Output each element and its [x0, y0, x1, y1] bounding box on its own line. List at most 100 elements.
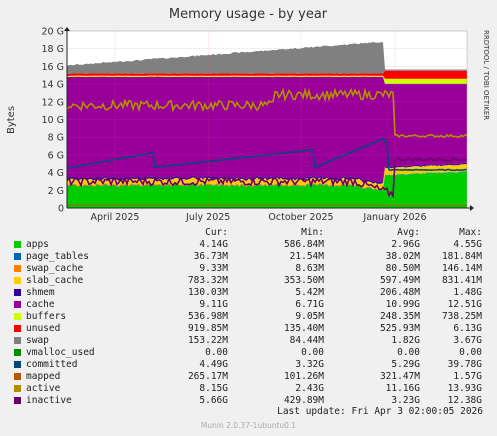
- legend-value-min: 8.63M: [295, 263, 324, 274]
- chart-title: Memory usage - by year: [169, 7, 328, 22]
- legend-row-unused: unused 919.85M 135.40M 525.93M 6.13G: [0, 323, 497, 335]
- legend-series-name: unused: [26, 323, 61, 334]
- y-tick-label: 10 G: [42, 115, 64, 126]
- legend-value-min: 429.89M: [283, 395, 324, 406]
- legend-swatch: [14, 253, 21, 260]
- legend-value-min: 0.00: [301, 347, 324, 358]
- legend-value-avg: 5.29G: [391, 359, 420, 370]
- area-cache: [67, 76, 467, 183]
- legend-swatch: [14, 385, 21, 392]
- legend-value-cur: 783.32M: [187, 275, 228, 286]
- legend-value-max: 39.78G: [447, 359, 482, 370]
- legend-header-avg: Avg:: [397, 227, 420, 238]
- legend-series-name: apps: [26, 239, 49, 250]
- legend-swatch: [14, 325, 21, 332]
- area-unused: [67, 70, 467, 79]
- y-tick-label: 12 G: [42, 97, 64, 108]
- legend-series-name: active: [26, 383, 61, 394]
- y-tick-label: 4 G: [48, 168, 64, 179]
- legend-value-avg: 248.35M: [379, 311, 420, 322]
- legend-value-cur: 5.66G: [199, 395, 228, 406]
- legend-swatch: [14, 289, 21, 296]
- legend-value-min: 586.84M: [283, 239, 324, 250]
- legend-value-max: 181.84M: [441, 251, 482, 262]
- legend-value-avg: 38.02M: [385, 251, 420, 262]
- y-axis-label: Bytes: [6, 106, 17, 134]
- legend-header-min: Min:: [301, 227, 324, 238]
- legend-value-max: 12.38G: [447, 395, 482, 406]
- legend-value-max: 831.41M: [441, 275, 482, 286]
- legend-row-mapped: mapped 265.17M 101.26M 321.47M 1.57G: [0, 371, 497, 383]
- legend-series-name: page_tables: [26, 251, 89, 262]
- rrdtool-credit: RRDTOOL / TOBI OETIKER: [482, 30, 490, 120]
- ticks-layer: 0 2 G 4 G 6 G 8 G 10 G 12 G 14 G 16 G 18 G 20 G Apr…: [42, 27, 427, 224]
- x-tick-label: April 2025: [91, 212, 140, 223]
- legend-value-max: 12.51G: [447, 299, 482, 310]
- legend-swatch: [14, 265, 21, 272]
- legend-swatch: [14, 301, 21, 308]
- legend-value-min: 353.50M: [283, 275, 324, 286]
- legend-value-min: 2.43G: [295, 383, 324, 394]
- legend-swatch: [14, 337, 21, 344]
- legend-value-max: 6.13G: [453, 323, 482, 334]
- legend-value-min: 21.54M: [289, 251, 324, 262]
- legend-row-apps: apps 4.14G 586.84M 2.96G 4.55G: [0, 239, 497, 251]
- legend-swatch: [14, 373, 21, 380]
- legend-value-cur: 153.22M: [187, 335, 228, 346]
- legend-value-cur: 0.00: [205, 347, 228, 358]
- legend-value-max: 13.93G: [447, 383, 482, 394]
- legend-value-max: 3.67G: [453, 335, 482, 346]
- legend-row-committed: committed 4.49G 3.32G 5.29G 39.78G: [0, 359, 497, 371]
- legend-series-name: shmem: [26, 287, 55, 298]
- legend-row-swap: swap 153.22M 84.44M 1.82G 3.67G: [0, 335, 497, 347]
- legend-series-name: inactive: [26, 395, 72, 406]
- legend-value-avg: 11.16G: [385, 383, 420, 394]
- legend-value-max: 1.57G: [453, 371, 482, 382]
- legend-value-avg: 0.00: [397, 347, 420, 358]
- line-inactive: [66, 156, 468, 199]
- series-layer: [66, 42, 468, 208]
- y-tick-label: 16 G: [42, 62, 64, 73]
- legend-value-cur: 130.03M: [187, 287, 228, 298]
- area-swap-cache: [67, 171, 467, 191]
- legend-value-avg: 597.49M: [379, 275, 420, 286]
- legend-series-name: committed: [26, 359, 78, 370]
- legend-value-min: 3.32G: [295, 359, 324, 370]
- legend-value-max: 738.25M: [441, 311, 482, 322]
- y-tick-label: 0: [58, 204, 64, 215]
- legend-value-min: 135.40M: [283, 323, 324, 334]
- legend-swatch: [14, 313, 21, 320]
- legend-series-name: swap_cache: [26, 263, 84, 274]
- x-tick-label: January 2026: [362, 212, 426, 223]
- munin-version: Munin 2.0.37-1ubuntu0.1: [200, 421, 297, 430]
- legend-value-min: 5.42M: [295, 287, 324, 298]
- y-tick-label: 18 G: [42, 44, 64, 55]
- area-apps: [67, 171, 467, 208]
- legend-value-min: 9.05M: [295, 311, 324, 322]
- legend-value-avg: 80.50M: [385, 263, 420, 274]
- legend-value-cur: 8.15G: [199, 383, 228, 394]
- legend-value-cur: 4.14G: [199, 239, 228, 250]
- last-update: Last update: Fri Apr 3 02:00:05 2026: [277, 406, 483, 417]
- line-committed: [66, 137, 468, 172]
- legend-row-buffers: buffers 536.98M 9.05M 248.35M 738.25M: [0, 311, 497, 323]
- legend-value-cur: 9.11G: [199, 299, 228, 310]
- y-axis-arrow-icon: [64, 27, 70, 31]
- legend-header-max: Max:: [459, 227, 482, 238]
- x-tick-label: July 2025: [185, 212, 230, 223]
- legend-row-slab-cache: slab_cache 783.32M 353.50M 597.49M 831.41M: [0, 275, 497, 287]
- legend-value-min: 84.44M: [289, 335, 324, 346]
- legend-value-avg: 321.47M: [379, 371, 420, 382]
- area-shmem: [67, 162, 467, 184]
- legend-value-cur: 919.85M: [187, 323, 228, 334]
- area-swap: [67, 42, 467, 74]
- y-tick-label: 8 G: [48, 133, 64, 144]
- legend-series-name: mapped: [26, 371, 61, 382]
- legend-value-avg: 2.96G: [391, 239, 420, 250]
- legend-value-cur: 265.17M: [187, 371, 228, 382]
- area-buffers: [67, 75, 467, 84]
- legend-value-avg: 206.48M: [379, 287, 420, 298]
- legend-value-cur: 4.49G: [199, 359, 228, 370]
- y-tick-label: 20 G: [42, 27, 64, 38]
